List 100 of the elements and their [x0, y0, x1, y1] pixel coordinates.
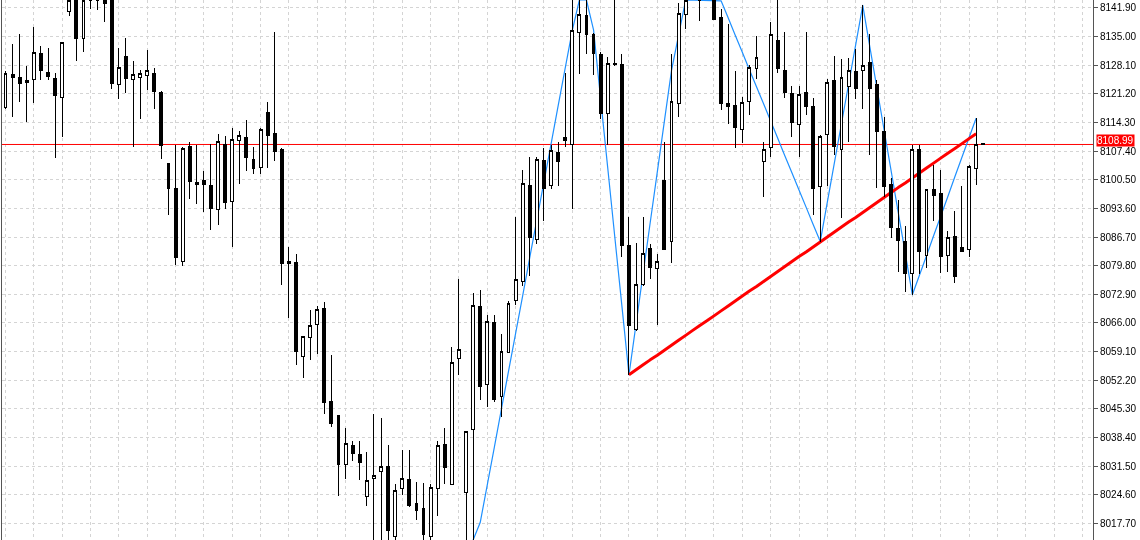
y-tick-label: 8024.60	[1100, 489, 1137, 501]
candlestick	[733, 70, 738, 149]
y-tick-label: 8066.00	[1100, 317, 1137, 329]
candlestick	[10, 43, 15, 118]
candlestick	[952, 210, 957, 284]
candlestick	[917, 144, 922, 275]
candlestick	[627, 216, 631, 376]
candlestick	[648, 243, 653, 280]
candlestick	[839, 58, 844, 219]
candlestick	[46, 47, 50, 81]
candlestick	[513, 216, 518, 306]
candlestick	[719, 8, 724, 111]
candlestick	[301, 336, 306, 379]
candlestick	[279, 147, 284, 286]
candlestick	[180, 146, 185, 267]
candlestick	[938, 169, 943, 274]
candlestick	[903, 225, 908, 293]
candlestick	[967, 164, 971, 258]
y-tick-label: 8135.00	[1100, 31, 1137, 43]
y-tick-label: 8086.70	[1100, 231, 1137, 243]
candlestick	[712, 0, 716, 20]
y-tick-label: 8038.40	[1100, 431, 1137, 443]
candlestick	[414, 481, 419, 521]
candlestick	[598, 51, 603, 120]
candlestick	[542, 147, 546, 222]
candlestick	[634, 242, 638, 332]
candlestick	[322, 301, 327, 415]
candlestick	[605, 56, 610, 146]
candlestick	[109, 0, 114, 90]
candlestick	[251, 146, 256, 174]
candlestick	[485, 314, 490, 408]
candlestick	[506, 300, 511, 353]
candlestick	[520, 169, 525, 287]
candlestick	[308, 309, 313, 361]
candlestick	[60, 41, 65, 138]
y-tick-label: 8093.60	[1100, 202, 1137, 214]
candlestick	[421, 482, 426, 540]
candlestick	[697, 0, 702, 22]
candlestick	[152, 67, 157, 110]
candlestick	[223, 135, 228, 210]
candlestick	[591, 32, 596, 76]
candlestick	[669, 53, 674, 264]
candlestick	[747, 64, 752, 116]
candlestick	[818, 134, 823, 243]
y-tick-label: 8121.20	[1100, 88, 1137, 100]
candlestick	[960, 185, 964, 253]
candlestick	[782, 31, 787, 99]
y-tick-label: 8141.90	[1100, 2, 1137, 14]
candlestick	[478, 289, 483, 401]
candlestick	[931, 164, 936, 222]
candlestick	[3, 70, 8, 110]
candlestick	[768, 21, 773, 158]
candlestick	[24, 65, 29, 123]
candlestick	[797, 85, 801, 158]
candlestick	[173, 144, 178, 266]
candlestick	[272, 31, 277, 162]
candlestick	[655, 253, 660, 326]
candlestick	[754, 35, 759, 80]
candlestick	[619, 53, 624, 258]
candlestick	[400, 449, 405, 496]
candlestick	[825, 78, 830, 187]
candlestick	[209, 143, 213, 231]
candlestick	[329, 354, 334, 428]
candlestick	[527, 156, 532, 277]
candlestick	[336, 414, 341, 497]
candlestick	[216, 133, 221, 226]
candlestick	[492, 314, 497, 403]
candlestick	[138, 69, 143, 120]
candlestick	[131, 60, 135, 148]
candlestick	[867, 33, 872, 156]
candlestick	[315, 305, 320, 355]
candlestick	[874, 79, 879, 189]
candlestick	[350, 440, 355, 462]
y-tick-label: 8114.30	[1100, 116, 1136, 128]
candlestick	[159, 90, 164, 160]
candlestick	[407, 449, 412, 508]
candlestick	[945, 230, 950, 273]
candlestick	[556, 141, 561, 187]
candlestick	[612, 0, 617, 67]
candlestick	[449, 346, 454, 485]
candlestick	[442, 427, 447, 485]
candlestick	[457, 278, 461, 376]
candlestick	[662, 141, 667, 251]
candlestick	[237, 130, 242, 185]
candlestick	[166, 163, 171, 216]
candlestick	[910, 144, 915, 296]
candlestick	[201, 170, 206, 213]
candlestick	[882, 116, 886, 198]
candlestick	[896, 199, 901, 273]
candlestick	[286, 246, 291, 319]
ref-line-label: 8108.99	[1097, 135, 1134, 146]
candlestick	[534, 156, 539, 245]
candlestick	[853, 48, 858, 100]
candlestick	[31, 26, 36, 104]
candlestick	[761, 141, 766, 198]
candlestick	[832, 55, 837, 156]
candlestick	[641, 216, 646, 287]
candlestick	[499, 333, 504, 418]
candlestick	[74, 0, 79, 62]
line-series	[472, 0, 977, 540]
